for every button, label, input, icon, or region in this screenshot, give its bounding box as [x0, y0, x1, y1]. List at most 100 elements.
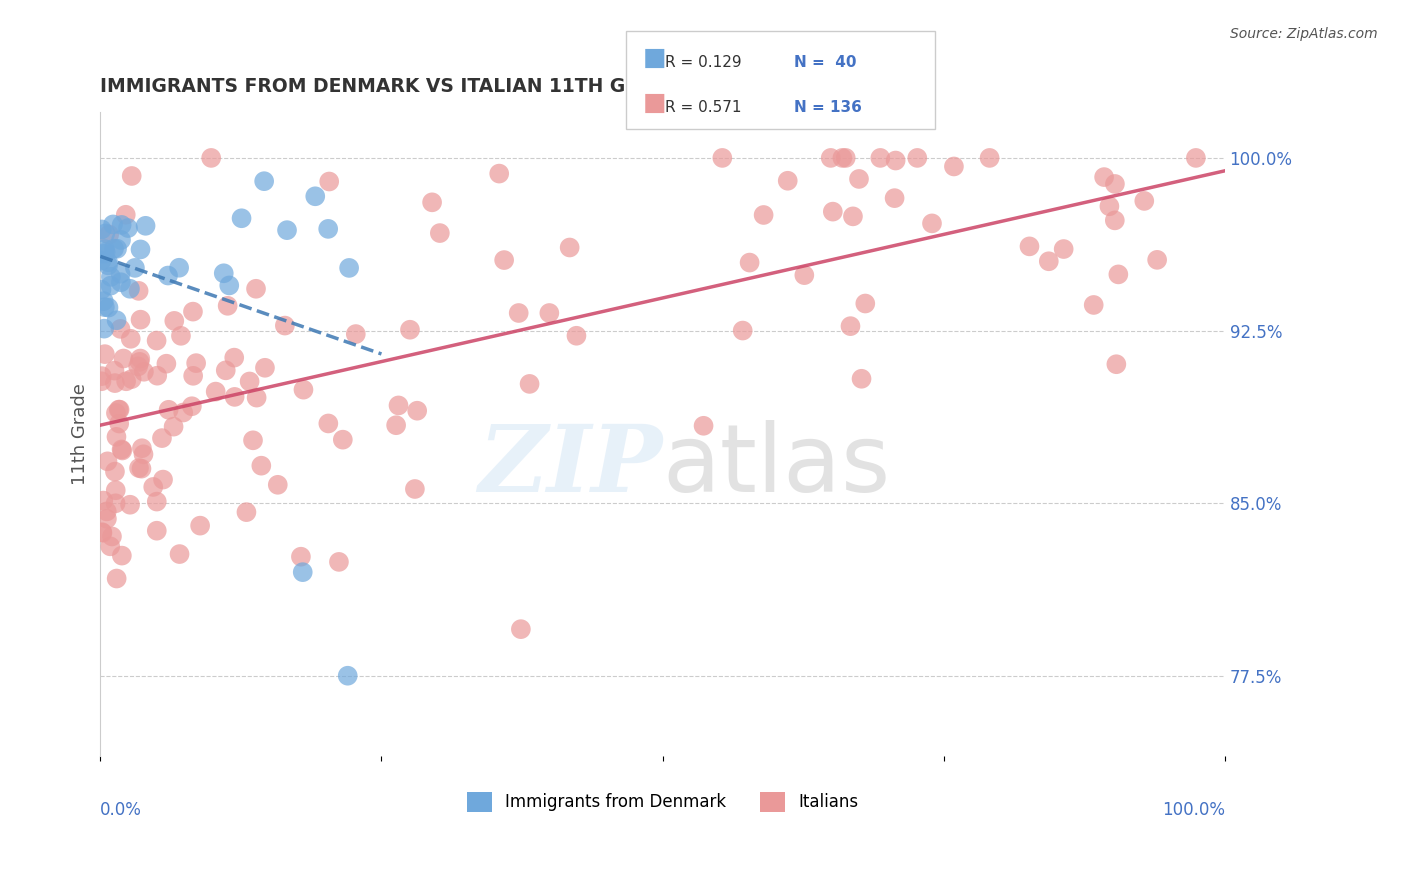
Immigrants from Denmark: [97, 258, 120, 272]
Text: ■: ■: [643, 46, 666, 70]
Text: R = 0.571: R = 0.571: [665, 100, 741, 114]
Immigrants from Denmark: [157, 268, 180, 283]
Italians: [162, 419, 184, 434]
Italians: [290, 549, 312, 564]
Italians: [292, 383, 315, 397]
Italians: [842, 210, 865, 224]
Italians: [820, 151, 842, 165]
Immigrants from Denmark: [212, 266, 235, 280]
Italians: [110, 322, 132, 336]
Italians: [905, 151, 928, 165]
Italians: [253, 360, 276, 375]
Italians: [112, 351, 135, 366]
Italians: [169, 547, 191, 561]
Italians: [979, 151, 1001, 165]
Italians: [121, 372, 143, 386]
Italians: [1018, 239, 1040, 253]
Text: ZIP: ZIP: [478, 421, 662, 511]
Text: Source: ZipAtlas.com: Source: ZipAtlas.com: [1230, 27, 1378, 41]
Immigrants from Denmark: [94, 300, 117, 314]
Italians: [96, 504, 118, 518]
Immigrants from Denmark: [118, 282, 141, 296]
Italians: [111, 443, 134, 458]
Italians: [851, 372, 873, 386]
Text: R = 0.129: R = 0.129: [665, 55, 741, 70]
Immigrants from Denmark: [117, 221, 139, 235]
Italians: [1104, 177, 1126, 191]
Italians: [508, 306, 530, 320]
Italians: [776, 174, 799, 188]
Italians: [883, 191, 905, 205]
Italians: [96, 454, 118, 468]
Italians: [835, 151, 858, 165]
Italians: [565, 328, 588, 343]
Italians: [406, 403, 429, 417]
Italians: [1105, 357, 1128, 371]
Italians: [558, 240, 581, 254]
Text: N = 136: N = 136: [794, 100, 862, 114]
Italians: [180, 399, 202, 413]
Italians: [121, 169, 143, 183]
Italians: [103, 364, 125, 378]
Italians: [188, 518, 211, 533]
Italians: [318, 174, 340, 188]
Italians: [98, 539, 121, 553]
Text: 0.0%: 0.0%: [100, 801, 142, 820]
Italians: [131, 461, 153, 475]
Italians: [104, 465, 127, 479]
Italians: [120, 332, 142, 346]
Italians: [242, 434, 264, 448]
Italians: [420, 195, 443, 210]
Italians: [90, 374, 112, 388]
Immigrants from Denmark: [93, 247, 115, 261]
Immigrants from Denmark: [231, 211, 253, 226]
Italians: [246, 391, 269, 405]
Italians: [94, 347, 117, 361]
Italians: [1107, 268, 1129, 282]
Immigrants from Denmark: [93, 294, 115, 309]
Italians: [107, 402, 129, 417]
Italians: [132, 365, 155, 379]
Text: IMMIGRANTS FROM DENMARK VS ITALIAN 11TH GRADE CORRELATION CHART: IMMIGRANTS FROM DENMARK VS ITALIAN 11TH …: [100, 78, 914, 96]
Immigrants from Denmark: [337, 260, 360, 275]
Italians: [245, 282, 267, 296]
Legend: Immigrants from Denmark, Italians: Immigrants from Denmark, Italians: [460, 785, 865, 819]
Immigrants from Denmark: [97, 301, 120, 315]
Italians: [344, 326, 367, 341]
Italians: [1185, 151, 1208, 165]
Italians: [90, 369, 112, 384]
Italians: [104, 376, 127, 390]
Italians: [172, 405, 194, 419]
Italians: [215, 363, 238, 377]
Italians: [738, 255, 761, 269]
Italians: [1104, 213, 1126, 227]
Immigrants from Denmark: [304, 189, 326, 203]
Italians: [853, 296, 876, 310]
Italians: [429, 226, 451, 240]
Italians: [157, 402, 180, 417]
Italians: [793, 268, 815, 282]
Italians: [115, 374, 138, 388]
Immigrants from Denmark: [111, 218, 134, 232]
Italians: [91, 525, 114, 540]
Italians: [132, 447, 155, 461]
Text: atlas: atlas: [662, 420, 891, 512]
Italians: [145, 494, 167, 508]
Immigrants from Denmark: [93, 321, 115, 335]
Italians: [488, 167, 510, 181]
Italians: [129, 351, 152, 366]
Text: 100.0%: 100.0%: [1161, 801, 1225, 820]
Italians: [538, 306, 561, 320]
Italians: [1092, 170, 1115, 185]
Italians: [204, 384, 226, 399]
Italians: [1098, 199, 1121, 213]
Immigrants from Denmark: [100, 269, 122, 284]
Italians: [91, 525, 114, 540]
Immigrants from Denmark: [110, 267, 132, 281]
Italians: [1053, 242, 1076, 256]
Italians: [1133, 194, 1156, 208]
Italians: [250, 458, 273, 473]
Immigrants from Denmark: [167, 260, 190, 275]
Italians: [267, 477, 290, 491]
Immigrants from Denmark: [105, 313, 128, 327]
